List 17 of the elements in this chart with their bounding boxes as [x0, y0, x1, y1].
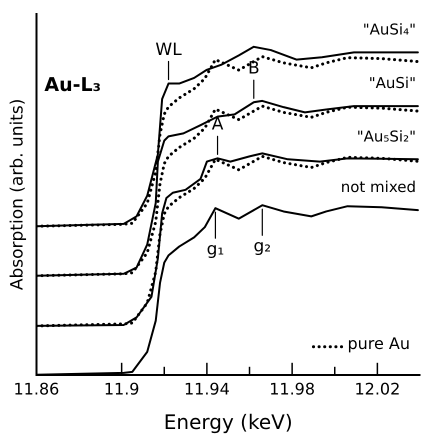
x-tick-label: 11.98: [269, 380, 316, 399]
series-label: "AuSi": [368, 74, 416, 92]
x-tick-label: 11.86: [13, 380, 60, 399]
series-label: not mixed: [340, 178, 416, 196]
series-label: "AuSi₄": [362, 20, 416, 38]
annotation: A: [212, 114, 224, 135]
x-tick-label: 11.94: [184, 380, 230, 399]
annotation: g₂: [253, 236, 272, 257]
annotation: Au-L₃: [44, 74, 101, 96]
x-tick-label: 11.9: [104, 380, 140, 399]
annotation: g₁: [206, 240, 224, 260]
legend-label: pure Au: [347, 334, 410, 353]
series-label: "Au₅Si₂": [356, 127, 416, 146]
x-axis-title: Energy (keV): [164, 410, 293, 434]
x-tick-label: 12.02: [354, 380, 400, 399]
annotation: WL: [155, 40, 182, 60]
y-axis-title: Absorption (arb. units): [8, 98, 28, 290]
